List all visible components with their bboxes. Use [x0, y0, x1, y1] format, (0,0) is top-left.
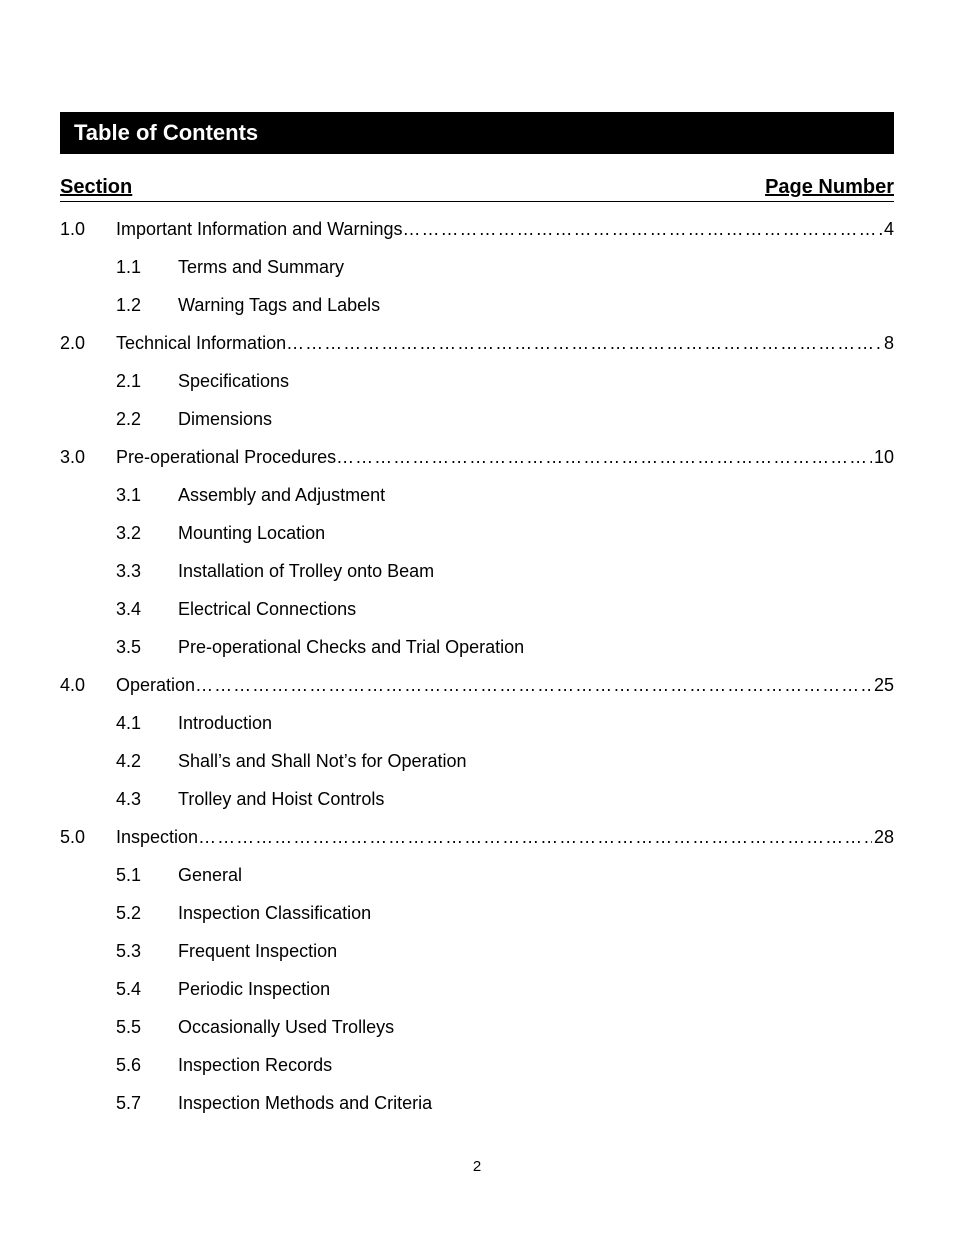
toc-entry-number: 3.0	[60, 448, 116, 466]
toc-entry-number: 5.1	[116, 866, 178, 884]
toc-entry-level2: 3.2Mounting Location	[60, 524, 894, 542]
toc-entry-level2: 5.3Frequent Inspection	[60, 942, 894, 960]
toc-entry-title: Trolley and Hoist Controls	[178, 790, 384, 808]
toc-entry-number: 3.2	[116, 524, 178, 542]
toc-entry-page: 25	[872, 676, 894, 694]
toc-entry-title: General	[178, 866, 242, 884]
toc-entry-number: 5.6	[116, 1056, 178, 1074]
toc-list: 1.0Important Information and Warnings41.…	[60, 220, 894, 1112]
toc-entry-number: 5.0	[60, 828, 116, 846]
toc-entry-level2: 5.2Inspection Classification	[60, 904, 894, 922]
toc-entry-title: Pre-operational Checks and Trial Operati…	[178, 638, 524, 656]
toc-entry-title: Assembly and Adjustment	[178, 486, 385, 504]
toc-entry-page: 8	[882, 334, 894, 352]
toc-entry-page: 10	[872, 448, 894, 466]
toc-entry-page: 4	[882, 220, 894, 238]
toc-entry-title: Specifications	[178, 372, 289, 390]
toc-entry-level2: 2.2Dimensions	[60, 410, 894, 428]
toc-entry-level2: 5.4Periodic Inspection	[60, 980, 894, 998]
toc-entry-page: 28	[872, 828, 894, 846]
toc-entry-number: 1.0	[60, 220, 116, 238]
toc-entry-title: Inspection	[116, 828, 198, 846]
toc-entry-number: 1.2	[116, 296, 178, 314]
toc-entry-number: 2.1	[116, 372, 178, 390]
toc-entry-number: 5.3	[116, 942, 178, 960]
toc-entry-number: 5.2	[116, 904, 178, 922]
toc-entry-level1: 5.0Inspection 28	[60, 828, 894, 846]
toc-title-bar: Table of Contents	[60, 112, 894, 154]
toc-entry-number: 2.2	[116, 410, 178, 428]
toc-entry-title: Inspection Records	[178, 1056, 332, 1074]
toc-entry-title: Warning Tags and Labels	[178, 296, 380, 314]
toc-entry-number: 5.7	[116, 1094, 178, 1112]
toc-entry-number: 5.4	[116, 980, 178, 998]
toc-entry-number: 4.0	[60, 676, 116, 694]
toc-entry-level2: 3.1Assembly and Adjustment	[60, 486, 894, 504]
toc-entry-title: Inspection Methods and Criteria	[178, 1094, 432, 1112]
toc-entry-number: 3.4	[116, 600, 178, 618]
toc-entry-level2: 4.2Shall’s and Shall Not’s for Operation	[60, 752, 894, 770]
toc-entry-level2: 5.1General	[60, 866, 894, 884]
toc-entry-number: 4.1	[116, 714, 178, 732]
toc-entry-number: 4.3	[116, 790, 178, 808]
toc-entry-title: Pre-operational Procedures	[116, 448, 336, 466]
toc-entry-level1: 4.0Operation 25	[60, 676, 894, 694]
toc-entry-number: 2.0	[60, 334, 116, 352]
toc-entry-title: Periodic Inspection	[178, 980, 330, 998]
toc-entry-level2: 2.1Specifications	[60, 372, 894, 390]
toc-entry-title: Introduction	[178, 714, 272, 732]
toc-entry-number: 1.1	[116, 258, 178, 276]
toc-entry-level1: 1.0Important Information and Warnings 4	[60, 220, 894, 238]
toc-entry-title: Shall’s and Shall Not’s for Operation	[178, 752, 467, 770]
toc-entry-level2: 1.1Terms and Summary	[60, 258, 894, 276]
toc-entry-title: Operation	[116, 676, 195, 694]
toc-entry-level2: 5.7Inspection Methods and Criteria	[60, 1094, 894, 1112]
toc-entry-title: Terms and Summary	[178, 258, 344, 276]
toc-entry-level2: 3.3Installation of Trolley onto Beam	[60, 562, 894, 580]
toc-title-text: Table of Contents	[74, 120, 258, 145]
header-page-label: Page Number	[765, 176, 894, 201]
toc-entry-title: Dimensions	[178, 410, 272, 428]
toc-leader-dots	[195, 676, 872, 694]
document-page: Table of Contents Section Page Number 1.…	[0, 0, 954, 1112]
toc-entry-level2: 5.5Occasionally Used Trolleys	[60, 1018, 894, 1036]
toc-entry-level2: 1.2Warning Tags and Labels	[60, 296, 894, 314]
toc-entry-title: Inspection Classification	[178, 904, 371, 922]
toc-entry-title: Mounting Location	[178, 524, 325, 542]
toc-leader-dots	[336, 448, 872, 466]
header-section-label: Section	[60, 176, 132, 201]
toc-leader-dots	[286, 334, 882, 352]
toc-entry-level2: 3.5Pre-operational Checks and Trial Oper…	[60, 638, 894, 656]
toc-entry-title: Electrical Connections	[178, 600, 356, 618]
toc-entry-number: 4.2	[116, 752, 178, 770]
toc-leader-dots	[402, 220, 882, 238]
toc-entry-number: 3.5	[116, 638, 178, 656]
toc-leader-dots	[198, 828, 872, 846]
toc-entry-title: Technical Information	[116, 334, 286, 352]
toc-header-row: Section Page Number	[60, 176, 894, 202]
toc-entry-number: 3.3	[116, 562, 178, 580]
toc-entry-level1: 3.0Pre-operational Procedures 10	[60, 448, 894, 466]
toc-entry-level2: 4.1Introduction	[60, 714, 894, 732]
toc-entry-level2: 5.6Inspection Records	[60, 1056, 894, 1074]
toc-entry-title: Frequent Inspection	[178, 942, 337, 960]
toc-entry-number: 5.5	[116, 1018, 178, 1036]
toc-entry-title: Installation of Trolley onto Beam	[178, 562, 434, 580]
toc-entry-title: Occasionally Used Trolleys	[178, 1018, 394, 1036]
footer-page-number: 2	[0, 1158, 954, 1175]
toc-entry-title: Important Information and Warnings	[116, 220, 402, 238]
toc-entry-level1: 2.0Technical Information 8	[60, 334, 894, 352]
toc-entry-number: 3.1	[116, 486, 178, 504]
toc-entry-level2: 3.4Electrical Connections	[60, 600, 894, 618]
toc-entry-level2: 4.3Trolley and Hoist Controls	[60, 790, 894, 808]
